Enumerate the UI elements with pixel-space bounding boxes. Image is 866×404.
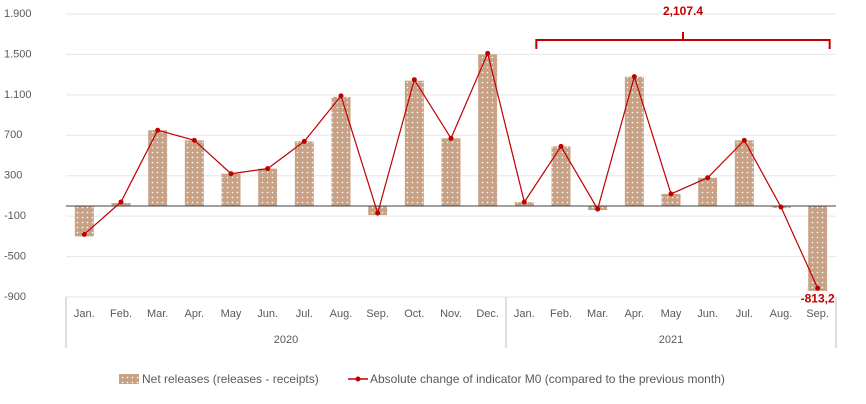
x-tick-label: May — [661, 308, 682, 320]
bar — [184, 140, 204, 207]
bar — [368, 206, 388, 216]
x-tick-label: Sep. — [806, 308, 829, 320]
legend-label: Net releases (releases - receipts) — [142, 372, 319, 386]
line-point — [81, 231, 87, 237]
bar — [441, 138, 461, 207]
group-label: 2021 — [659, 334, 683, 346]
line-point — [558, 143, 564, 149]
x-tick-label: Feb. — [110, 308, 132, 320]
bar — [478, 54, 498, 207]
data-label: -813,2 — [801, 291, 835, 305]
bar — [331, 96, 351, 207]
x-tick-label: Jun. — [257, 308, 278, 320]
bar — [661, 193, 681, 207]
annotation-bracket — [535, 32, 831, 49]
bar — [111, 203, 131, 207]
x-tick-label: Nov. — [440, 308, 462, 320]
x-tick-label: Aug. — [770, 308, 793, 320]
legend-label: Absolute change of indicator M0 (compare… — [370, 372, 725, 386]
x-tick-label: Apr. — [625, 308, 645, 320]
line-point — [815, 285, 821, 291]
line-point — [411, 77, 417, 83]
x-tick-label: Jun. — [697, 308, 718, 320]
bar — [808, 206, 828, 291]
line-point — [485, 50, 491, 56]
bar — [404, 80, 424, 207]
line-point — [595, 206, 601, 212]
x-tick-label: Jan. — [514, 308, 535, 320]
x-tick-label: Mar. — [147, 308, 168, 320]
x-tick-label: Aug. — [330, 308, 353, 320]
y-tick-label: 1.900 — [4, 8, 32, 20]
line-point — [741, 137, 747, 143]
bar — [148, 130, 168, 207]
x-tick-label: Feb. — [550, 308, 572, 320]
group-label: 2020 — [274, 334, 298, 346]
annotation-label: 2,107.4 — [663, 4, 703, 18]
line-point — [155, 127, 161, 133]
x-tick-label: Jan. — [74, 308, 95, 320]
bar — [221, 173, 241, 207]
y-tick-label: 300 — [4, 170, 22, 182]
legend-swatch — [119, 374, 139, 384]
bar — [698, 177, 718, 207]
line-point — [375, 210, 381, 216]
line-point — [301, 138, 307, 144]
line-point — [338, 93, 344, 99]
y-tick-label: -900 — [4, 291, 26, 303]
line-point — [118, 199, 124, 205]
x-tick-label: Jul. — [736, 308, 753, 320]
bar — [551, 146, 571, 207]
line-point — [228, 171, 234, 177]
x-tick-label: Mar. — [587, 308, 608, 320]
x-tick-label: Oct. — [404, 308, 424, 320]
bar — [74, 206, 94, 237]
bar — [258, 168, 278, 207]
y-tick-label: -500 — [4, 250, 26, 262]
line-point — [521, 199, 527, 205]
line-point — [631, 74, 637, 80]
bar — [624, 76, 644, 207]
x-tick-label: May — [221, 308, 242, 320]
x-tick-label: Sep. — [366, 308, 389, 320]
y-tick-label: 700 — [4, 129, 22, 141]
bar — [294, 141, 314, 207]
x-tick-label: Dec. — [476, 308, 499, 320]
x-tick-label: Apr. — [185, 308, 205, 320]
line-point — [668, 191, 674, 197]
bar — [734, 140, 754, 207]
line-point — [705, 175, 711, 181]
legend-marker — [355, 376, 361, 382]
y-tick-label: 1.100 — [4, 89, 32, 101]
line-point — [448, 135, 454, 141]
line-point — [191, 137, 197, 143]
line-point — [265, 166, 271, 172]
x-tick-label: Jul. — [296, 308, 313, 320]
line-point — [778, 204, 784, 210]
y-tick-label: -100 — [4, 210, 26, 222]
y-tick-label: 1.500 — [4, 48, 32, 60]
